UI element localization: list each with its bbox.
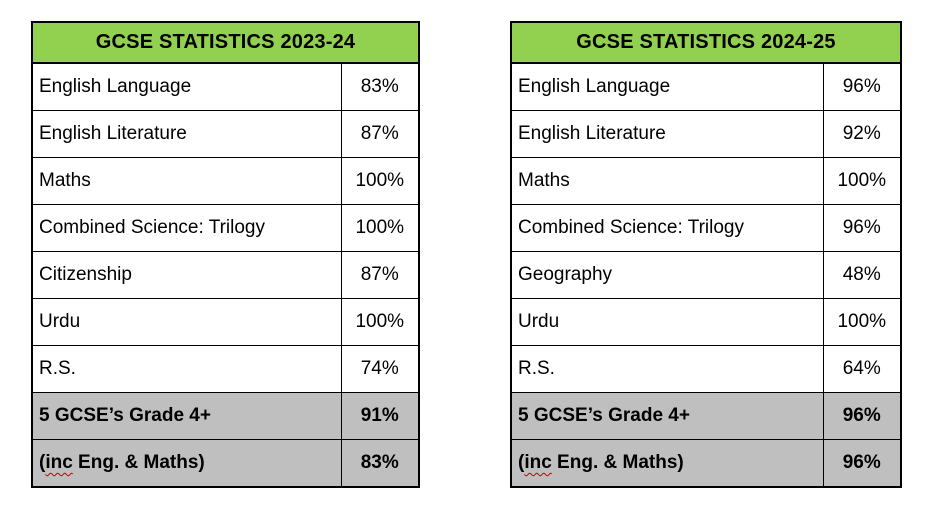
subject-cell: Urdu <box>510 298 824 346</box>
table-row: Urdu 100% <box>510 298 902 346</box>
subject-cell: Maths <box>31 157 342 205</box>
subject-cell: English Literature <box>31 110 342 158</box>
table-row: R.S. 64% <box>510 345 902 393</box>
subject-cell: Geography <box>510 251 824 299</box>
value-cell: 96% <box>822 204 902 252</box>
summary-value-cell: 83% <box>340 439 420 488</box>
table-title: GCSE STATISTICS 2024-25 <box>510 21 902 64</box>
table-row: English Literature 87% <box>31 110 420 158</box>
summary-subject-suffix: Eng. & Maths) <box>551 452 684 473</box>
summary-row: (inc Eng. & Maths) 96% <box>510 439 902 488</box>
value-cell: 48% <box>822 251 902 299</box>
value-cell: 100% <box>822 157 902 205</box>
summary-value-cell: 96% <box>822 392 902 440</box>
value-cell: 74% <box>340 345 420 393</box>
subject-cell: Combined Science: Trilogy <box>31 204 342 252</box>
summary-subject-cell: (inc Eng. & Maths) <box>31 439 342 488</box>
summary-row: (inc Eng. & Maths) 83% <box>31 439 420 488</box>
subject-cell: Citizenship <box>31 251 342 299</box>
summary-subject-cell: 5 GCSE’s Grade 4+ <box>510 392 824 440</box>
summary-subject-suffix: Eng. & Maths) <box>72 452 205 473</box>
table-row: Citizenship 87% <box>31 251 420 299</box>
gcse-stats-table-2023-24: GCSE STATISTICS 2023-24 English Language… <box>31 21 420 488</box>
summary-subject-cell: 5 GCSE’s Grade 4+ <box>31 392 342 440</box>
table-row: R.S. 74% <box>31 345 420 393</box>
subject-cell: English Language <box>510 62 824 111</box>
table-row: Maths 100% <box>510 157 902 205</box>
spellcheck-squiggle-word: inc <box>524 452 552 473</box>
summary-subject-prefix: ( <box>39 452 46 473</box>
subject-cell: English Literature <box>510 110 824 158</box>
table-title: GCSE STATISTICS 2023-24 <box>31 21 420 64</box>
summary-value-cell: 91% <box>340 392 420 440</box>
table-row: Geography 48% <box>510 251 902 299</box>
subject-cell: English Language <box>31 62 342 111</box>
value-cell: 87% <box>340 110 420 158</box>
table-row: English Language 83% <box>31 62 420 111</box>
summary-subject-prefix: ( <box>518 452 525 473</box>
value-cell: 64% <box>822 345 902 393</box>
value-cell: 100% <box>822 298 902 346</box>
summary-row: 5 GCSE’s Grade 4+ 91% <box>31 392 420 440</box>
subject-cell: Combined Science: Trilogy <box>510 204 824 252</box>
value-cell: 96% <box>822 62 902 111</box>
subject-cell: Maths <box>510 157 824 205</box>
table-row: Combined Science: Trilogy 100% <box>31 204 420 252</box>
table-row: Combined Science: Trilogy 96% <box>510 204 902 252</box>
subject-cell: R.S. <box>31 345 342 393</box>
value-cell: 87% <box>340 251 420 299</box>
summary-subject-cell: (inc Eng. & Maths) <box>510 439 824 488</box>
gcse-stats-table-2024-25: GCSE STATISTICS 2024-25 English Language… <box>510 21 902 488</box>
table-row: English Language 96% <box>510 62 902 111</box>
value-cell: 100% <box>340 298 420 346</box>
table-header-row: GCSE STATISTICS 2024-25 <box>510 21 902 64</box>
value-cell: 83% <box>340 62 420 111</box>
summary-row: 5 GCSE’s Grade 4+ 96% <box>510 392 902 440</box>
spellcheck-squiggle-word: inc <box>45 452 73 473</box>
table-header-row: GCSE STATISTICS 2023-24 <box>31 21 420 64</box>
subject-cell: Urdu <box>31 298 342 346</box>
value-cell: 100% <box>340 204 420 252</box>
summary-value-cell: 96% <box>822 439 902 488</box>
table-row: Maths 100% <box>31 157 420 205</box>
table-row: English Literature 92% <box>510 110 902 158</box>
value-cell: 92% <box>822 110 902 158</box>
value-cell: 100% <box>340 157 420 205</box>
table-row: Urdu 100% <box>31 298 420 346</box>
subject-cell: R.S. <box>510 345 824 393</box>
